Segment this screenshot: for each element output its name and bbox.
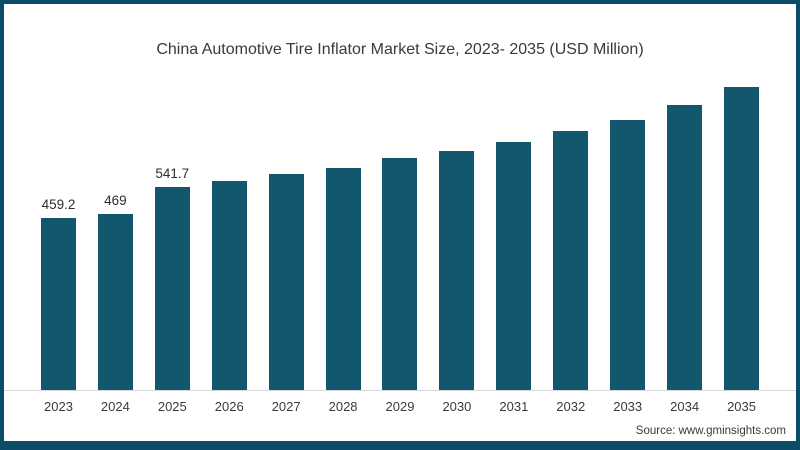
bar-2029	[382, 158, 418, 390]
bar-column-2032	[542, 131, 599, 390]
bar-2026	[211, 181, 247, 390]
bar-2032	[553, 131, 589, 390]
bar-2025	[154, 187, 190, 390]
chart-title: China Automotive Tire Inflator Market Si…	[156, 41, 644, 58]
bar-2035	[724, 87, 760, 390]
x-axis: 2023 2024 2025 2026 2027 2028 2029 2030 2031 2032…	[4, 399, 796, 414]
bar-2027	[268, 174, 304, 390]
bar-column-2028	[315, 168, 372, 390]
x-tick-2033: 2033	[613, 399, 643, 414]
x-tick-2027: 2027	[271, 399, 301, 414]
bar-2028	[325, 168, 361, 390]
bar-2034	[667, 105, 703, 390]
bar-column-2027	[258, 174, 315, 390]
bar-2023	[40, 218, 76, 390]
bar-column-2031	[485, 142, 542, 390]
x-tick-2034: 2034	[670, 399, 700, 414]
bar-2033	[610, 120, 646, 390]
bar-column-2024: 469	[87, 193, 144, 390]
x-tick-2024: 2024	[100, 399, 130, 414]
bar-2024	[97, 214, 133, 390]
source-attribution: Source: www.gminsights.com	[635, 425, 786, 437]
x-tick-2030: 2030	[442, 399, 472, 414]
bar-column-2030	[428, 151, 485, 390]
x-tick-2029: 2029	[385, 399, 415, 414]
value-label-2024: 469	[104, 193, 127, 208]
bar-2030	[439, 151, 475, 390]
bar-column-2023: 459.2	[30, 197, 87, 390]
bar-column-2025: 541.7	[144, 166, 201, 390]
bar-column-2029	[372, 158, 429, 390]
x-tick-2031: 2031	[499, 399, 529, 414]
x-tick-2026: 2026	[214, 399, 244, 414]
x-tick-2032: 2032	[556, 399, 586, 414]
plot-area: 459.2 469 541.7	[4, 60, 796, 391]
bar-column-2026	[201, 181, 258, 390]
value-label-2025: 541.7	[155, 166, 190, 181]
value-label-2023: 459.2	[41, 197, 76, 212]
x-tick-2023: 2023	[44, 399, 73, 414]
x-tick-2035: 2035	[727, 399, 756, 414]
bar-column-2034	[656, 105, 713, 390]
bar-column-2033	[599, 120, 656, 390]
x-tick-2025: 2025	[157, 399, 187, 414]
bar-column-2035	[713, 87, 770, 390]
bar-2031	[496, 142, 532, 390]
x-tick-2028: 2028	[328, 399, 358, 414]
